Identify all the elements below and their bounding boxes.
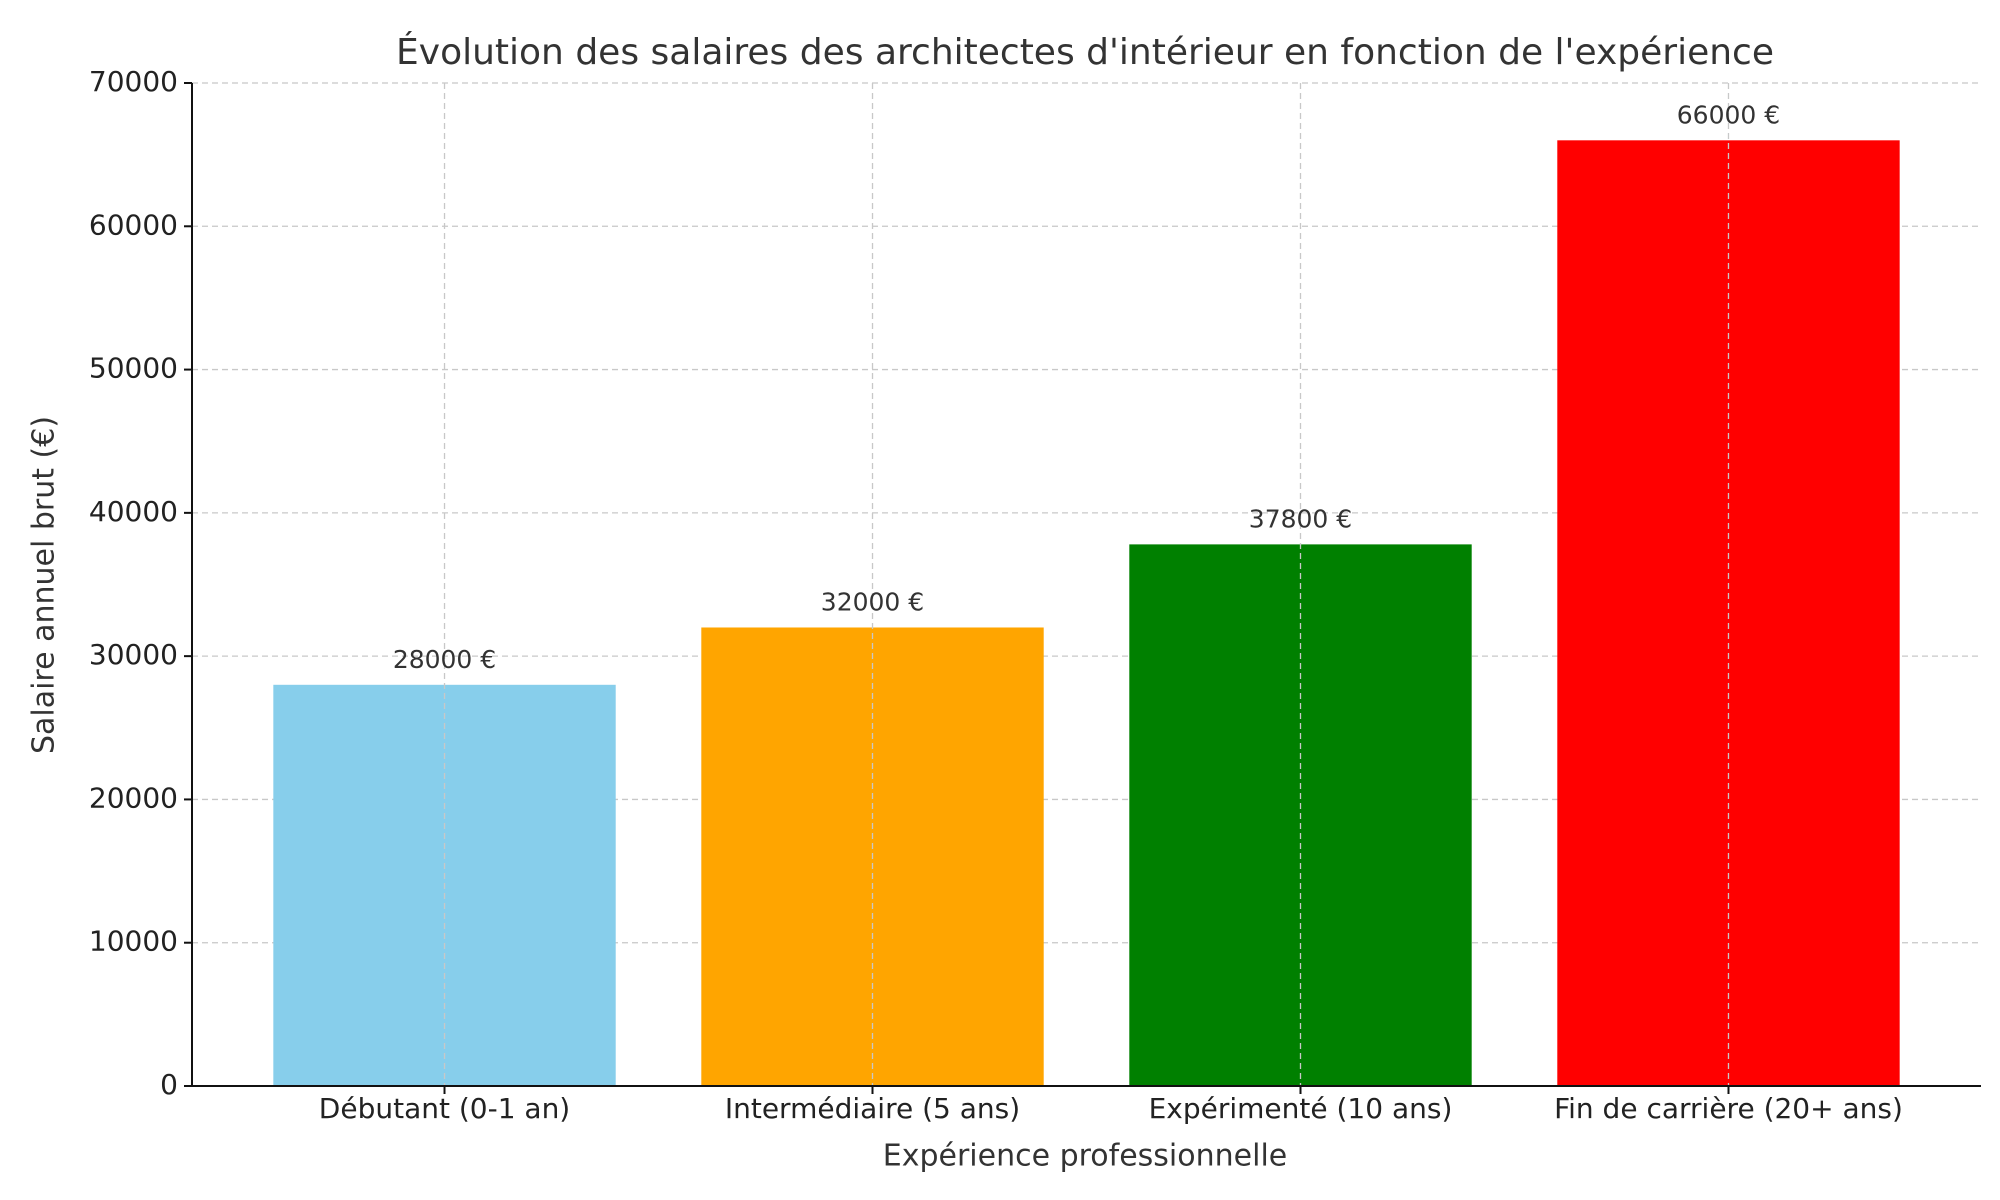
y-tick-label: 20000 — [89, 781, 178, 814]
value-label: 66000 € — [1677, 100, 1780, 129]
x-tick-label: Débutant (0-1 an) — [319, 1092, 570, 1125]
value-label: 28000 € — [393, 645, 496, 674]
chart-title: Évolution des salaires des architectes d… — [396, 31, 1774, 73]
x-tick-label: Fin de carrière (20+ ans) — [1554, 1092, 1903, 1125]
y-tick-label: 10000 — [89, 925, 178, 958]
x-axis-label: Expérience professionnelle — [883, 1139, 1288, 1174]
y-tick-label: 30000 — [89, 638, 178, 671]
x-tick-label: Intermédiaire (5 ans) — [725, 1092, 1020, 1125]
value-label: 32000 € — [821, 587, 924, 616]
y-tick-label: 0 — [160, 1068, 178, 1101]
y-axis-label: Salaire annuel brut (€) — [27, 416, 62, 754]
y-tick-label: 50000 — [89, 352, 178, 385]
y-tick-label: 70000 — [89, 65, 178, 98]
y-tick-label: 40000 — [89, 495, 178, 528]
y-tick-label: 60000 — [89, 208, 178, 241]
x-tick-label: Expérimenté (10 ans) — [1149, 1092, 1453, 1125]
value-label: 37800 € — [1249, 504, 1352, 533]
